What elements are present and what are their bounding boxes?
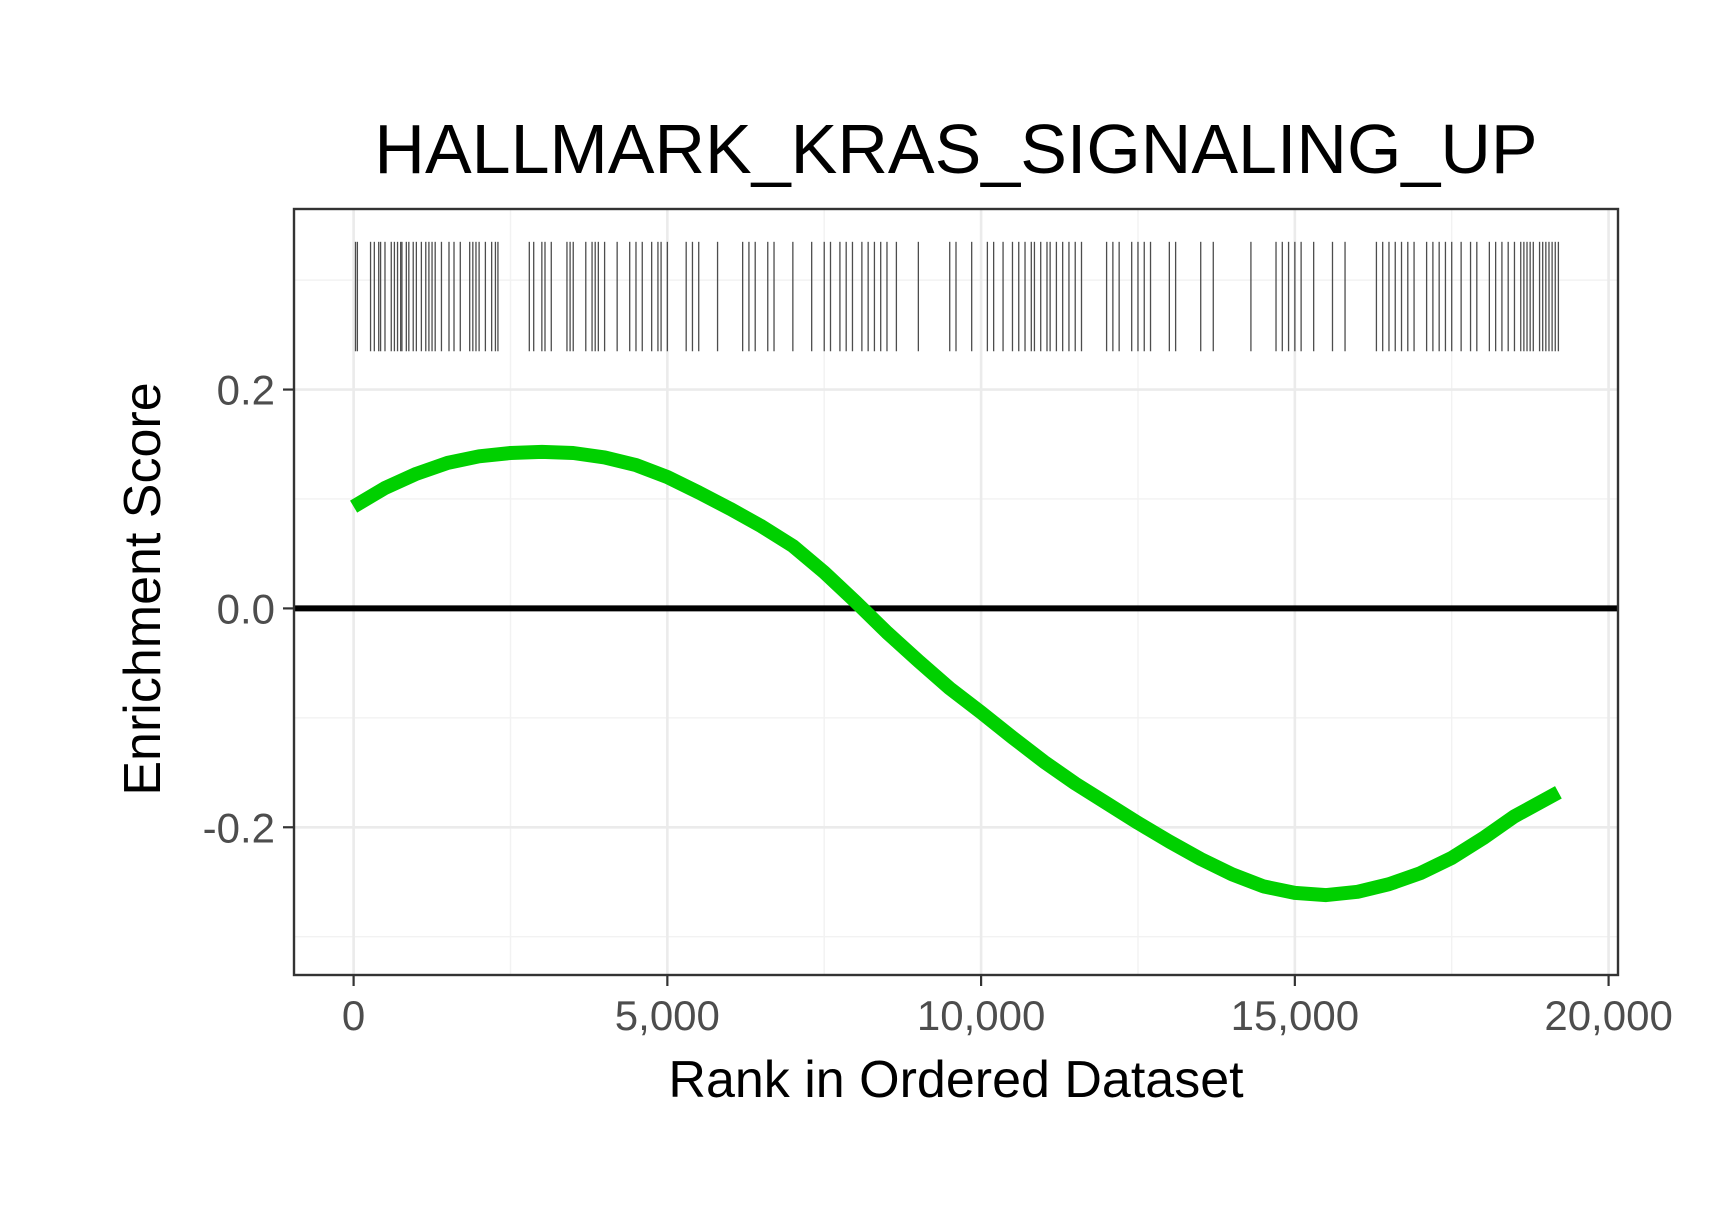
enrichment-score-curve xyxy=(350,444,1562,903)
chart-title: HALLMARK_KRAS_SIGNALING_UP xyxy=(374,110,1537,188)
plot-panel-border xyxy=(292,207,1620,977)
y-axis: -0.2 0.0 0.2 xyxy=(203,367,294,851)
y-tick-label: -0.2 xyxy=(203,804,275,851)
x-axis: 0 5,000 10,000 15,000 20,000 xyxy=(342,975,1673,1039)
x-tick-label: 10,000 xyxy=(917,992,1045,1039)
y-tick-label: 0.2 xyxy=(217,367,275,414)
x-tick-label: 5,000 xyxy=(615,992,720,1039)
x-tick-label: 15,000 xyxy=(1231,992,1359,1039)
x-tick-label: 0 xyxy=(342,992,365,1039)
x-axis-title: Rank in Ordered Dataset xyxy=(668,1051,1244,1109)
x-tick-label: 20,000 xyxy=(1544,992,1672,1039)
y-axis-title: Enrichment Score xyxy=(114,382,172,795)
gene-hit-marks xyxy=(354,241,1560,352)
y-tick-label: 0.0 xyxy=(217,585,275,632)
